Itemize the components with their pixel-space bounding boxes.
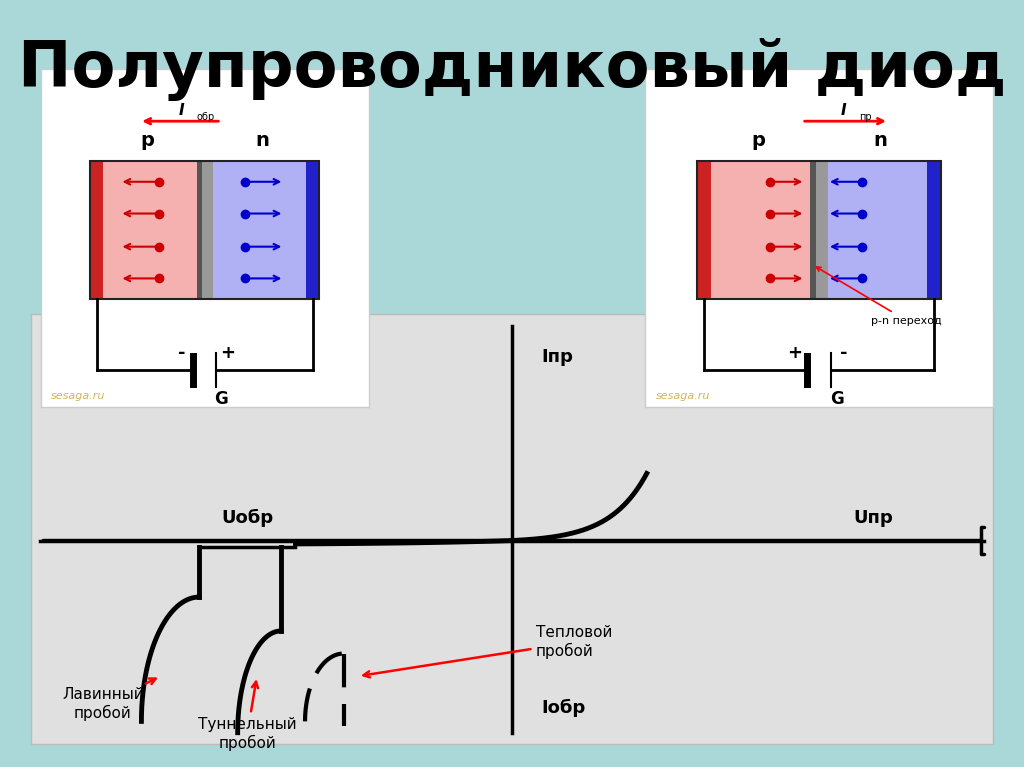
Text: обр: обр: [197, 111, 215, 122]
Text: Лавинный
пробой: Лавинный пробой: [62, 679, 156, 721]
Text: Туннельный
пробой: Туннельный пробой: [198, 682, 297, 751]
Text: sesaga.ru: sesaga.ru: [655, 390, 710, 401]
Text: I: I: [179, 103, 184, 118]
Bar: [90, 161, 103, 299]
Bar: [90, 161, 205, 299]
Bar: [697, 161, 941, 299]
Text: n: n: [873, 131, 887, 150]
Bar: [697, 161, 712, 299]
Bar: [811, 161, 816, 299]
Text: G: G: [829, 390, 844, 407]
Text: -: -: [178, 344, 185, 362]
Text: Iпр: Iпр: [541, 348, 572, 367]
Bar: [197, 161, 213, 299]
Text: Uобр: Uобр: [221, 509, 273, 527]
Bar: [697, 161, 819, 299]
Text: p: p: [140, 131, 155, 150]
Text: p: p: [752, 131, 765, 150]
Bar: [205, 161, 319, 299]
Text: пр: пр: [859, 111, 871, 122]
Bar: [819, 161, 941, 299]
Text: sesaga.ru: sesaga.ru: [51, 390, 105, 401]
Bar: [811, 161, 827, 299]
Text: Полупроводниковый диод: Полупроводниковый диод: [17, 38, 1007, 101]
Text: p-n переход: p-n переход: [816, 267, 942, 326]
Text: +: +: [787, 344, 803, 362]
Bar: [306, 161, 319, 299]
Text: G: G: [214, 390, 228, 407]
Text: Uпр: Uпр: [853, 509, 893, 527]
Bar: [90, 161, 319, 299]
Text: n: n: [255, 131, 269, 150]
Text: +: +: [220, 344, 236, 362]
Text: Iобр: Iобр: [541, 699, 585, 717]
Text: -: -: [840, 344, 847, 362]
Bar: [197, 161, 202, 299]
Text: I: I: [841, 103, 847, 118]
Text: Тепловой
пробой: Тепловой пробой: [364, 625, 612, 677]
Bar: [927, 161, 941, 299]
